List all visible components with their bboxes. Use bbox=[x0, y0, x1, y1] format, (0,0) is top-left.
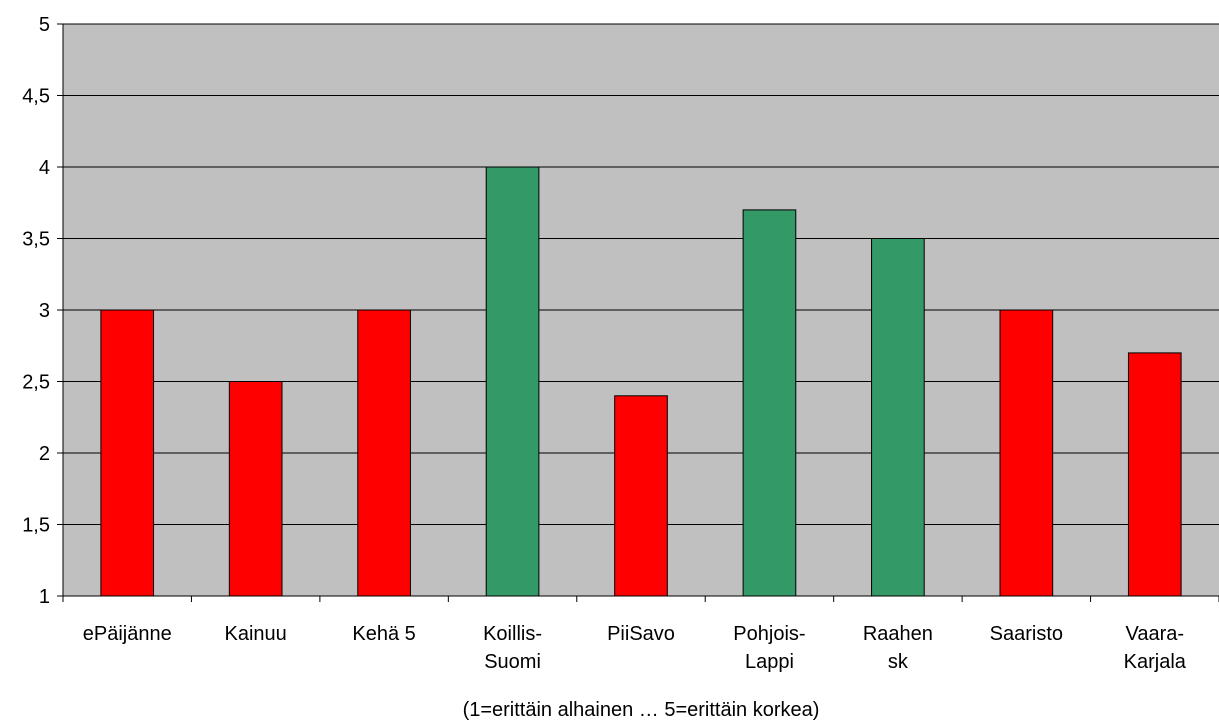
x-category-label: Karjala bbox=[1124, 651, 1187, 673]
y-tick-label: 3,5 bbox=[22, 229, 50, 251]
x-category-label: Pohjois- bbox=[733, 623, 805, 645]
y-tick-label: 1,5 bbox=[22, 515, 50, 537]
bar bbox=[999, 309, 1054, 597]
y-tick-label: 2,5 bbox=[22, 372, 50, 394]
bar bbox=[485, 166, 540, 597]
x-category-label: sk bbox=[888, 651, 909, 673]
x-category-label: Saaristo bbox=[990, 623, 1063, 645]
x-category-label: Suomi bbox=[484, 651, 541, 673]
bar bbox=[100, 309, 155, 597]
x-category-label: Raahen bbox=[863, 623, 933, 645]
bar bbox=[742, 209, 797, 597]
bar bbox=[1127, 352, 1182, 597]
x-category-label: Kainuu bbox=[225, 623, 287, 645]
axes bbox=[57, 23, 1219, 602]
x-axis-label: (1=erittäin alhainen … 5=erittäin korkea… bbox=[463, 699, 820, 721]
y-tick-label: 5 bbox=[39, 14, 50, 36]
y-tick-label: 4,5 bbox=[22, 86, 50, 108]
y-tick-label: 2 bbox=[39, 443, 50, 465]
x-category-label: Vaara- bbox=[1126, 623, 1185, 645]
x-category-label: PiiSavo bbox=[607, 623, 675, 645]
bar bbox=[228, 381, 283, 597]
x-category-label: ePäijänne bbox=[83, 623, 172, 645]
bar bbox=[871, 238, 925, 597]
bar bbox=[357, 309, 411, 597]
x-category-label: Koillis- bbox=[483, 623, 542, 645]
x-category-label: Lappi bbox=[745, 651, 794, 673]
y-tick-labels: 1 1,5 2 2,5 3 3,5 4 4,5 5 bbox=[22, 14, 50, 608]
bars bbox=[100, 166, 1182, 597]
x-category-label: Kehä 5 bbox=[352, 623, 415, 645]
y-tick-label: 3 bbox=[39, 300, 50, 322]
y-tick-label: 1 bbox=[39, 586, 50, 608]
x-category-labels: ePäijänne Kainuu Kehä 5 Koillis- Suomi PiiSav… bbox=[83, 623, 1187, 673]
bar bbox=[614, 395, 668, 597]
y-tick-label: 4 bbox=[39, 157, 50, 179]
